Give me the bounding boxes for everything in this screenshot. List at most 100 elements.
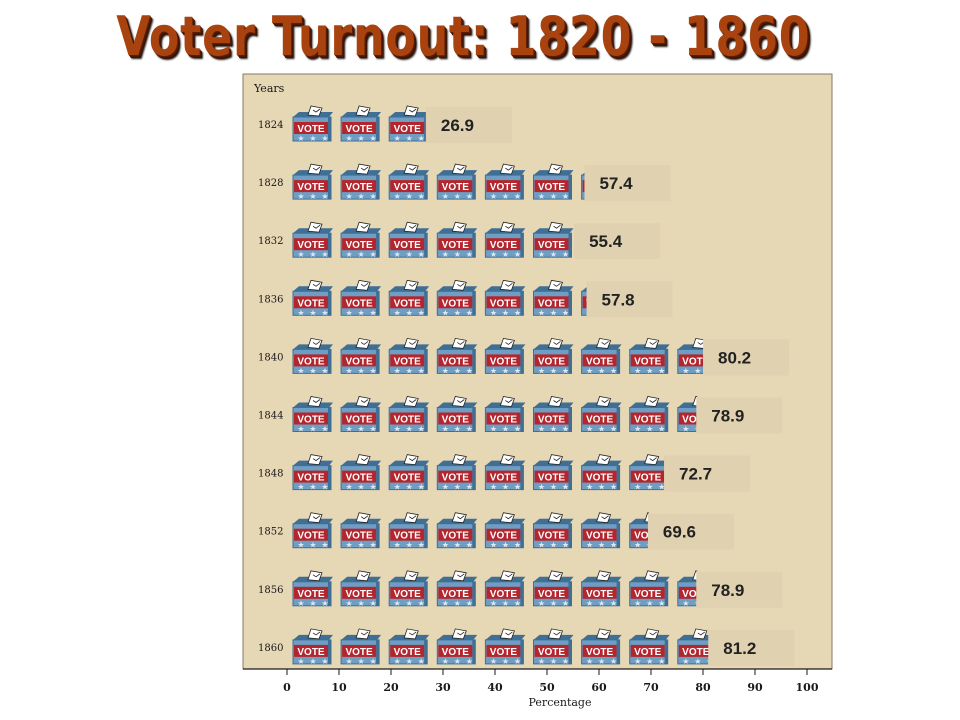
svg-text:★: ★ <box>538 541 545 550</box>
value-label: 57.8 <box>602 290 635 309</box>
svg-text:★: ★ <box>514 366 521 375</box>
svg-text:★: ★ <box>346 192 353 201</box>
svg-text:★: ★ <box>297 541 304 550</box>
svg-text:★: ★ <box>394 250 401 259</box>
svg-text:★: ★ <box>586 483 593 492</box>
ballot-box-icon: VOTE★★★ <box>533 628 574 666</box>
ballot-box-icon: VOTE★★★ <box>436 454 478 492</box>
value-label: 78.9 <box>711 581 744 600</box>
svg-text:★: ★ <box>598 366 605 375</box>
ballot-box-icon: VOTE★★★ <box>533 337 574 375</box>
svg-text:★: ★ <box>406 250 413 259</box>
ballot-box-icon: VOTE★★★ <box>484 396 526 434</box>
ballot-box-icon: VOTE★★★ <box>436 279 478 317</box>
ballot-box-icon: VOTE★★★ <box>484 163 526 201</box>
vote-band-text: VOTE <box>586 647 614 658</box>
svg-text:★: ★ <box>550 308 557 317</box>
svg-text:★: ★ <box>442 250 449 259</box>
value-label: 55.4 <box>589 232 623 251</box>
svg-text:★: ★ <box>442 425 449 434</box>
vote-band-text: VOTE <box>394 473 422 484</box>
svg-text:★: ★ <box>550 192 557 201</box>
ballot-box-icon: VOTE★★★ <box>629 337 670 375</box>
svg-text:★: ★ <box>694 425 701 434</box>
bar: VOTE★ ★ ★VOTE★ ★ ★VOTE★ ★ ★VOTE★ ★ ★VOTE★ ★ ★VOTE★… <box>292 163 586 201</box>
svg-text:★: ★ <box>538 192 545 201</box>
svg-text:★: ★ <box>321 134 328 143</box>
ballot-box-icon: VOTE★★★ <box>484 628 526 666</box>
svg-text:★: ★ <box>562 366 569 375</box>
svg-text:★: ★ <box>658 483 665 492</box>
svg-text:★: ★ <box>502 483 509 492</box>
svg-text:★: ★ <box>418 599 425 608</box>
data-label: 80.2 <box>703 339 790 376</box>
svg-text:★: ★ <box>586 541 593 550</box>
y-axis-label: Years <box>253 82 285 95</box>
svg-text:★: ★ <box>418 192 425 201</box>
vote-band-text: VOTE <box>634 589 662 600</box>
ballot-box-icon: VOTE★★★ <box>388 454 430 492</box>
vote-band-text: VOTE <box>586 531 614 542</box>
vote-band-text: VOTE <box>297 298 325 309</box>
svg-text:★: ★ <box>309 483 316 492</box>
ballot-box-icon: VOTE★★★ <box>581 337 622 375</box>
ballot-box-icon: VOTE★★★ <box>533 512 574 550</box>
svg-text:★: ★ <box>394 483 401 492</box>
svg-text:★: ★ <box>309 366 316 375</box>
ballot-box-icon: VOTE★★★ <box>629 396 670 434</box>
vote-band-text: VOTE <box>634 647 662 658</box>
svg-text:★: ★ <box>562 657 569 666</box>
ballot-box-icon: VOTE★★★ <box>340 221 382 259</box>
vote-band-text: VOTE <box>297 473 325 484</box>
ballot-box-icon: VOTE★★★ <box>340 628 382 666</box>
ballot-box-icon: VOTE★★★ <box>677 570 701 608</box>
data-label: 57.8 <box>586 281 673 318</box>
svg-text:★: ★ <box>309 134 316 143</box>
svg-text:★: ★ <box>562 250 569 259</box>
svg-text:★: ★ <box>454 425 461 434</box>
data-label: 72.7 <box>664 455 751 492</box>
svg-text:★: ★ <box>358 192 365 201</box>
y-tick-label: 1856 <box>258 585 283 596</box>
svg-text:★: ★ <box>634 425 641 434</box>
svg-text:★: ★ <box>634 599 641 608</box>
bar: VOTE★ ★ ★VOTE★ ★ ★VOTE★ ★ ★VOTE★ ★ ★VOTE★ ★ ★VOTE★… <box>292 337 705 375</box>
svg-text:★: ★ <box>466 308 473 317</box>
svg-text:★: ★ <box>490 541 497 550</box>
data-label: 26.9 <box>425 107 512 143</box>
vote-band-text: VOTE <box>538 240 566 251</box>
bar: VOTE★ ★ ★VOTE★ ★ ★VOTE★ ★ ★VOTE★ ★ ★VOTE★ ★ ★VOTE★… <box>292 570 701 608</box>
svg-text:★: ★ <box>610 599 617 608</box>
y-tick-label: 1840 <box>258 352 283 363</box>
svg-text:★: ★ <box>321 599 328 608</box>
vote-band-text: VOTE <box>394 124 422 135</box>
ballot-box-icon: VOTE★★★ <box>533 570 574 608</box>
ballot-box-icon: VOTE★★★ <box>292 512 333 550</box>
ballot-box-icon: VOTE★★★ <box>340 454 382 492</box>
vote-band-text: VOTE <box>682 647 710 658</box>
vote-band-text: VOTE <box>442 298 470 309</box>
svg-text:★: ★ <box>694 599 701 608</box>
svg-text:★: ★ <box>682 425 689 434</box>
vote-band-text: VOTE <box>297 531 325 542</box>
svg-text:★: ★ <box>562 308 569 317</box>
vote-band-text: VOTE <box>490 473 518 484</box>
ballot-box-icon: VOTE★★★ <box>388 570 430 608</box>
svg-text:★: ★ <box>490 599 497 608</box>
svg-text:★: ★ <box>418 250 425 259</box>
svg-text:★: ★ <box>514 308 521 317</box>
svg-text:★: ★ <box>502 308 509 317</box>
ballot-box-icon: VOTE★★★ <box>533 163 574 201</box>
svg-text:★: ★ <box>297 250 304 259</box>
vote-band-text: VOTE <box>634 415 662 426</box>
svg-text:★: ★ <box>418 483 425 492</box>
svg-text:★: ★ <box>586 599 593 608</box>
ballot-box-icon: VOTE★★★ <box>436 163 478 201</box>
data-label: 78.9 <box>696 571 783 608</box>
ballot-box-icon: VOTE★★★ <box>581 570 622 608</box>
ballot-box-icon: VOTE★★★ <box>340 163 382 201</box>
ballot-box-icon: VOTE★★★ <box>292 396 333 434</box>
y-tick-label: 1860 <box>258 643 283 654</box>
ballot-box-icon: VOTE★★★ <box>340 105 382 143</box>
